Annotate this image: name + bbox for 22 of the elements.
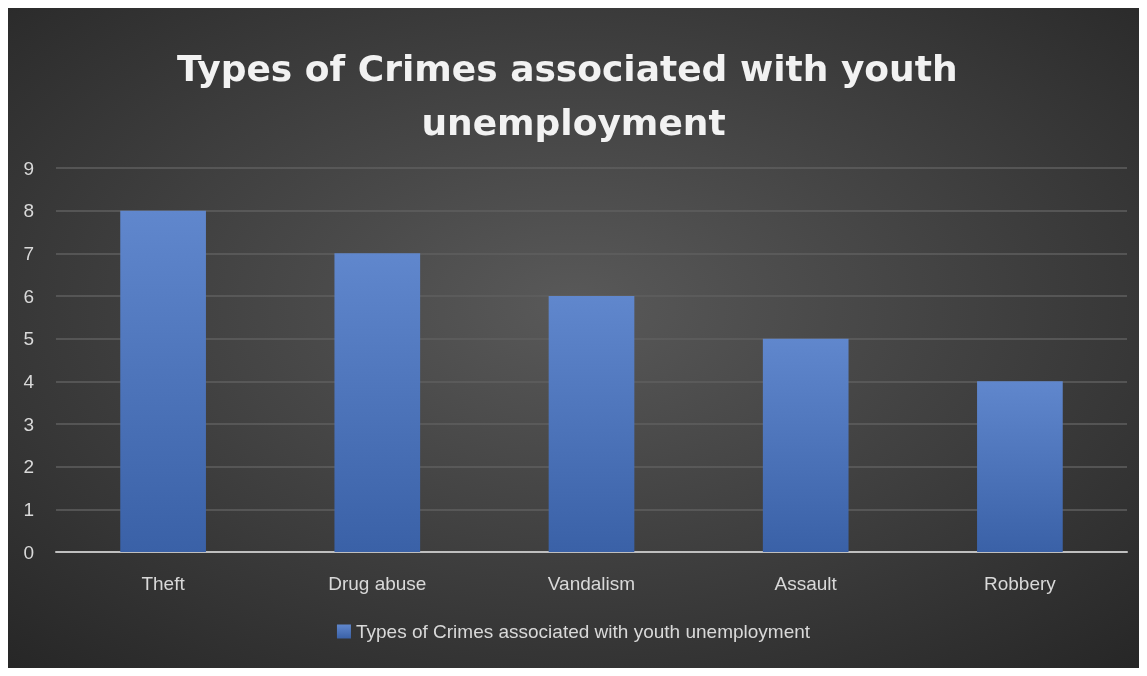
bar (120, 210, 206, 552)
y-tick-label: 4 (23, 370, 35, 392)
x-tick-label: Assault (774, 573, 838, 594)
y-tick-label: 1 (23, 498, 34, 520)
x-tick-label: Theft (141, 573, 186, 594)
bar (334, 253, 421, 552)
y-tick-label: 8 (23, 200, 34, 222)
y-tick-label: 7 (23, 242, 34, 264)
y-tick-label: 5 (23, 328, 34, 350)
chart-title: Types of Crimes associated with youth unemployment (176, 47, 971, 143)
legend-label: Types of Crimes associated with youth unemployment (355, 621, 811, 642)
y-tick-label: 3 (23, 413, 34, 435)
bar (548, 296, 635, 552)
x-tick-label: Robbery (983, 573, 1057, 594)
y-tick-label: 6 (23, 285, 34, 307)
bar (977, 381, 1063, 552)
y-tick-label: 2 (23, 456, 34, 478)
y-tick-label: 9 (23, 157, 34, 179)
x-tick-label: Drug abuse (328, 573, 427, 594)
y-tick-label: 0 (23, 541, 34, 563)
bar (762, 338, 849, 552)
x-tick-label: Vandalism (547, 573, 636, 594)
